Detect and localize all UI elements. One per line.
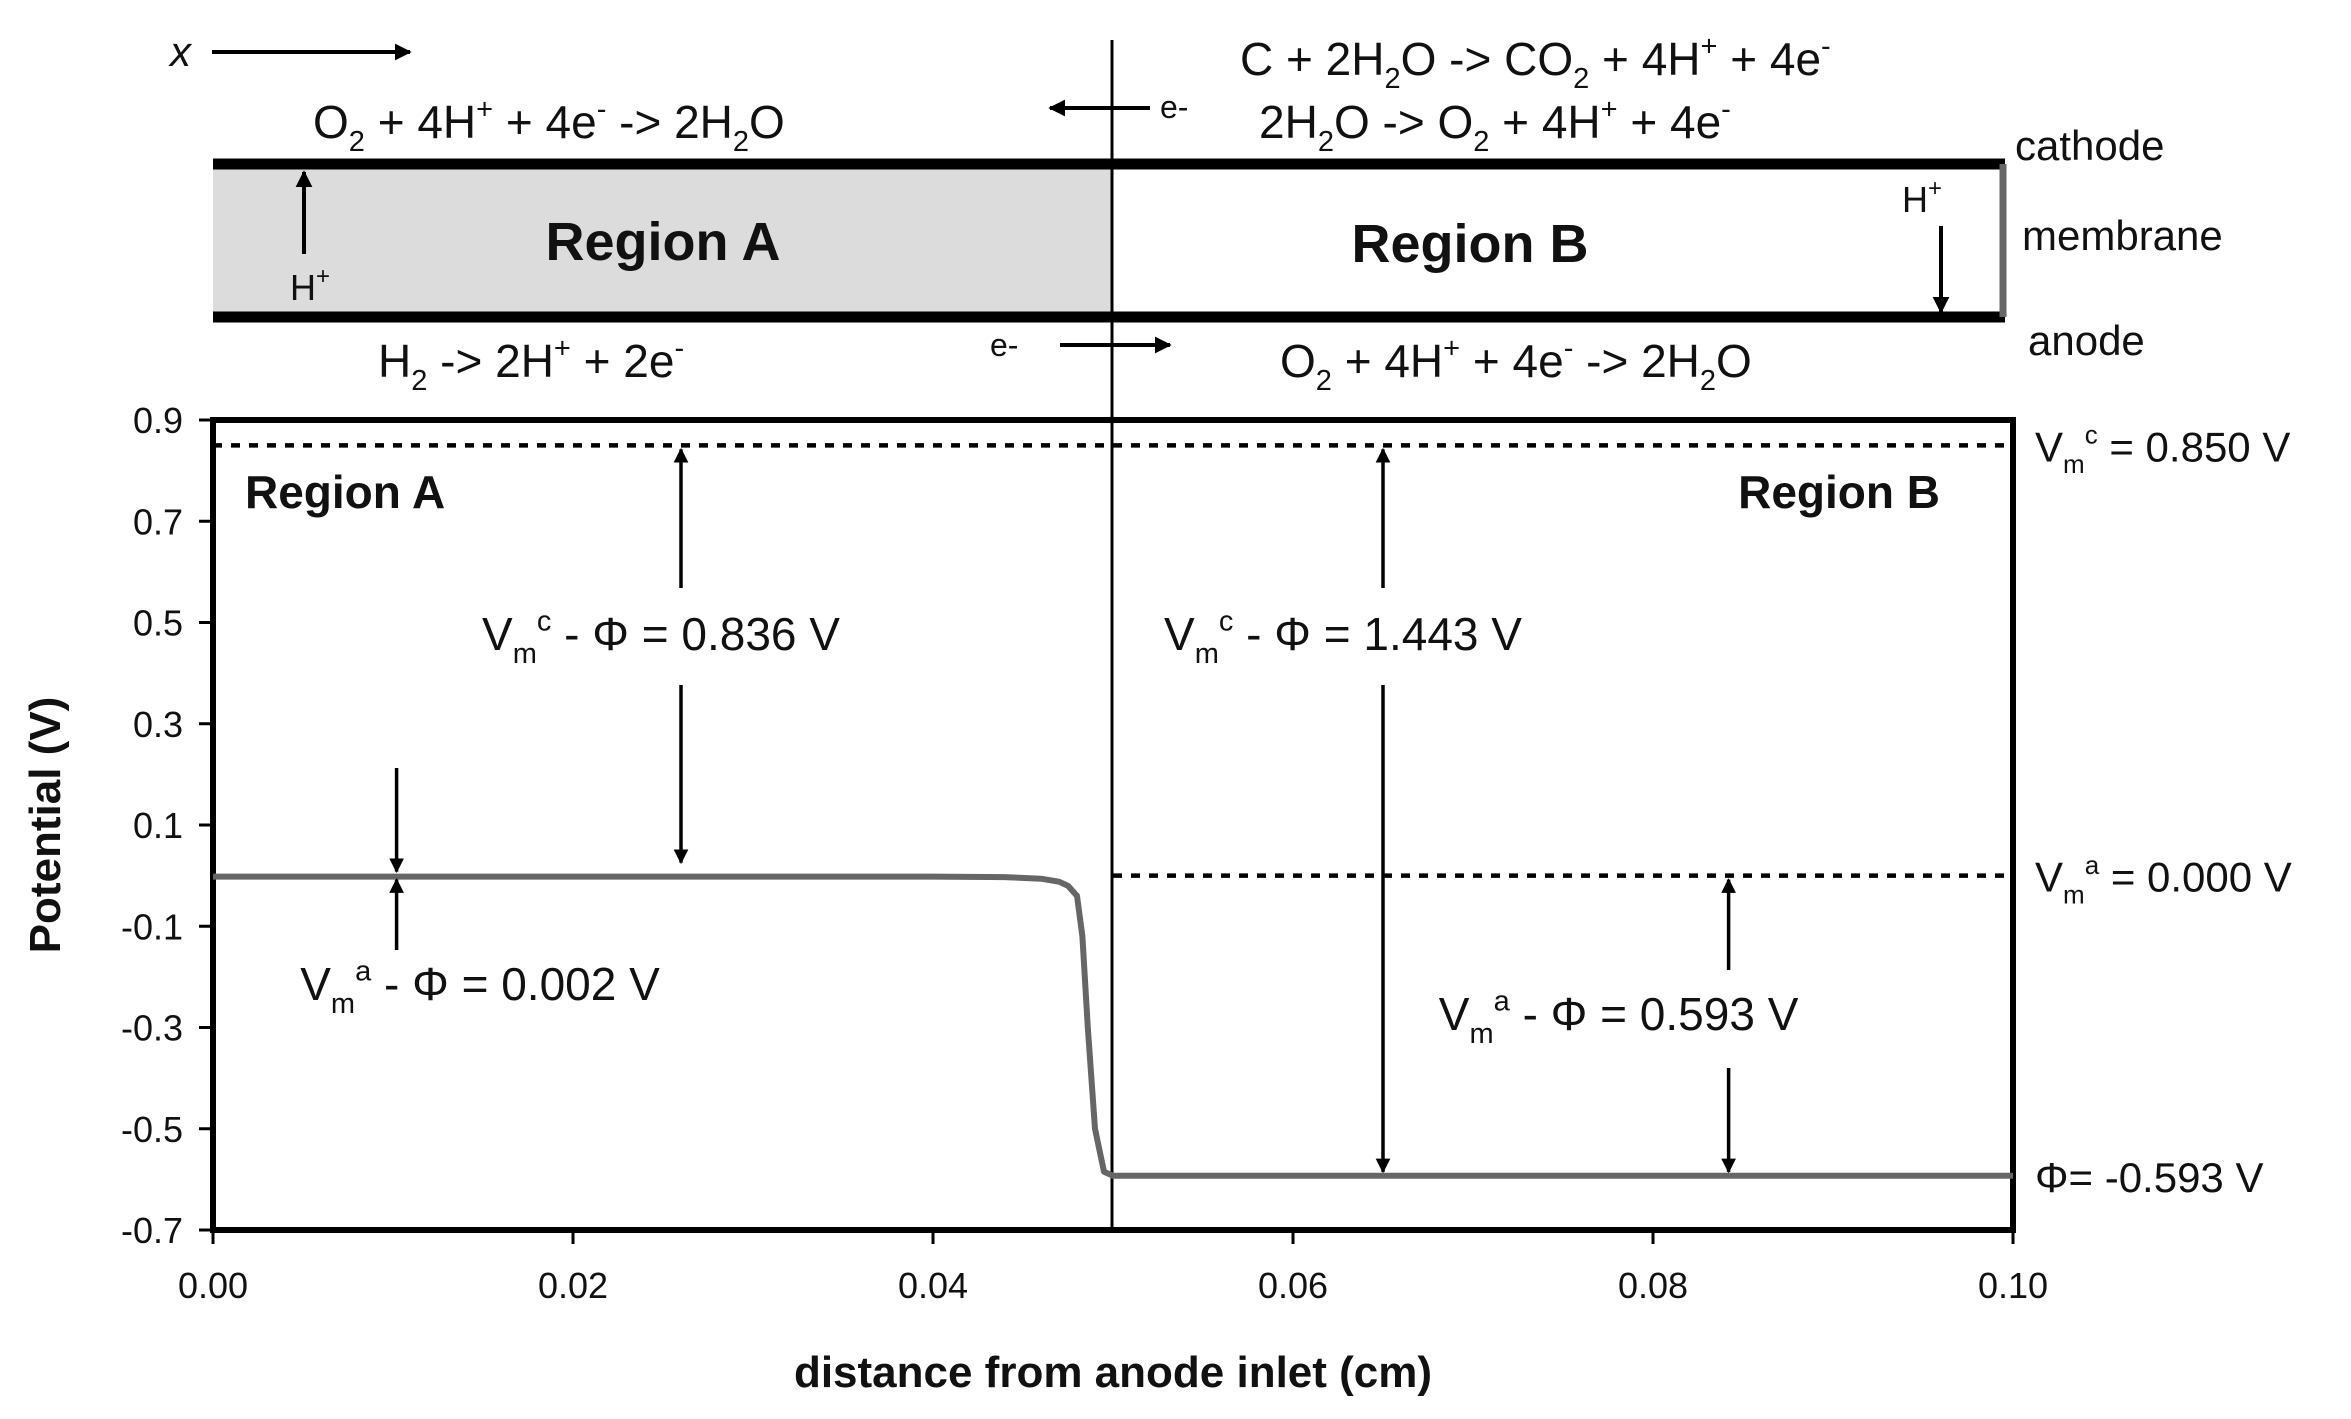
x-tick-label: 0.08	[1618, 1265, 1688, 1306]
chart-region-b-label: Region B	[1738, 466, 1940, 518]
membrane-label: membrane	[2022, 212, 2223, 259]
electron-label-anode: e-	[990, 327, 1018, 363]
x-tick-label: 0.00	[178, 1265, 248, 1306]
x-tick-label: 0.06	[1258, 1265, 1328, 1306]
chart-region-a-label: Region A	[245, 466, 445, 518]
y-tick-label: 0.1	[133, 805, 183, 846]
reference-lines: Vmc = 0.850 V Vma = 0.000 V Φ= -0.593 V	[213, 420, 2292, 1201]
cathode-potential-line-label: Vmc = 0.850 V	[2035, 420, 2290, 479]
anode-potential-line-label: Vma = 0.000 V	[2035, 850, 2292, 909]
cathode-label: cathode	[2015, 122, 2164, 169]
cell-schematic: x cathode membrane anode Region A Region…	[168, 28, 2223, 1230]
y-tick-label: 0.5	[133, 603, 183, 644]
axis-ticks: 0.00 0.02 0.04 0.06 0.08 0.10 0.9 0.7 0.5 0.3 0.1 -…	[121, 400, 2048, 1306]
schematic-region-a-label: Region A	[546, 212, 781, 272]
anode-label: anode	[2028, 317, 2145, 364]
y-axis-title: Potential (V)	[21, 697, 70, 954]
cathode-reaction-region-b-water: 2H2O -> O2 + 4H+ + 4e-	[1259, 94, 1731, 158]
x-tick-label: 0.10	[1978, 1265, 2048, 1306]
y-tick-label: -0.7	[121, 1210, 183, 1251]
y-tick-label: -0.3	[121, 1008, 183, 1049]
anode-reaction-region-a: H2 -> 2H+ + 2e-	[378, 333, 684, 397]
cathode-reaction-region-b-carbon: C + 2H2O -> CO2 + 4H+ + 4e-	[1240, 31, 1831, 95]
potential-chart: 0.00 0.02 0.04 0.06 0.08 0.10 0.9 0.7 0.5 0.3 0.1 -…	[21, 400, 2292, 1397]
cathode-reaction-region-a: O2 + 4H+ + 4e- -> 2H2O	[313, 94, 785, 158]
y-tick-label: 0.7	[133, 501, 183, 542]
proton-label-region-a: H+	[290, 263, 330, 308]
x-tick-label: 0.02	[538, 1265, 608, 1306]
annotations: Vmc - Φ = 0.836 V Vmc - Φ = 1.443 V Vma - …	[300, 447, 1799, 1174]
data-series	[212, 873, 2014, 1179]
proton-label-region-b: H+	[1902, 175, 1942, 220]
y-tick-label: 0.3	[133, 704, 183, 745]
x-direction-label: x	[168, 28, 193, 75]
schematic-region-b-label: Region B	[1352, 214, 1589, 274]
anode-reaction-region-b: O2 + 4H+ + 4e- -> 2H2O	[1280, 333, 1752, 397]
electron-label-cathode: e-	[1160, 89, 1188, 125]
anode-gap-label-b: Vma - Φ = 0.593 V	[1439, 986, 1799, 1050]
x-axis-title: distance from anode inlet (cm)	[794, 1348, 1432, 1397]
y-tick-label: -0.1	[121, 906, 183, 947]
anode-gap-label-a: Vma - Φ = 0.002 V	[300, 956, 660, 1020]
x-tick-label: 0.04	[898, 1265, 968, 1306]
cathode-gap-label-b: Vmc - Φ = 1.443 V	[1164, 606, 1522, 670]
y-tick-label: 0.9	[133, 400, 183, 441]
region-a-membrane-fill	[213, 164, 1113, 317]
y-tick-label: -0.5	[121, 1109, 183, 1150]
cathode-gap-label-a: Vmc - Φ = 0.836 V	[482, 606, 840, 670]
membrane-potential-label-label: Φ= -0.593 V	[2035, 1154, 2263, 1201]
